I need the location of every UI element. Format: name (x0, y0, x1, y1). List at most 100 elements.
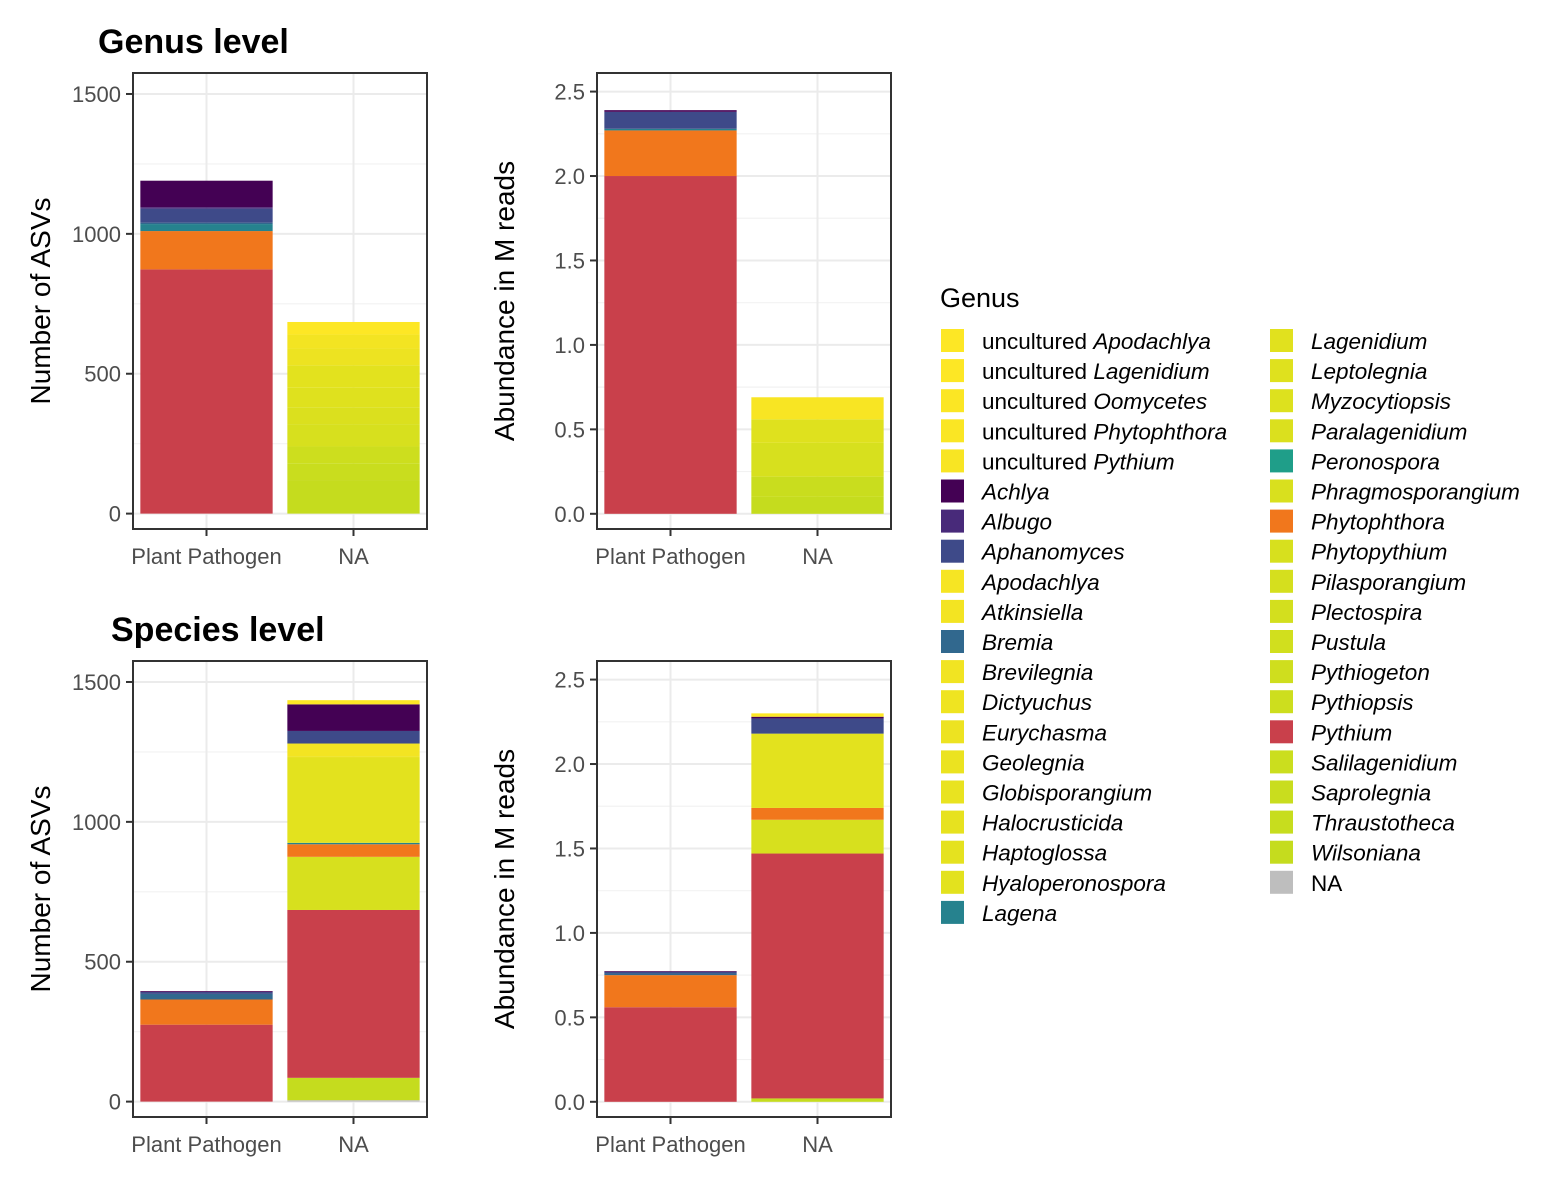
legend-item-uncultured-phytophthora: uncultured Phytophthora (941, 419, 1227, 444)
bar-segment-phytophthora-plant-pathogen (604, 130, 737, 177)
y-tick-label: 1500 (72, 670, 121, 695)
x-tick-label: NA (338, 544, 369, 569)
bar-segment-bremia-plant-pathogen (604, 973, 737, 976)
legend-swatch (941, 630, 964, 653)
legend-label: Bremia (982, 630, 1053, 655)
bar-segment-eurychasma-na (287, 348, 420, 366)
genus-level-title: Genus level (98, 23, 289, 61)
legend-title: Genus (940, 283, 1020, 313)
legend-item-salilagenidium: Salilagenidium (1270, 750, 1457, 775)
legend-label: Lagena (982, 901, 1057, 926)
bar-segment-leptolegnia-na (751, 419, 884, 443)
bar-segment-aphanomyces-plant-pathogen (604, 971, 737, 974)
bar-segment-pythium-plant-pathogen (140, 1024, 273, 1102)
legend-item-uncultured-apodachlya: uncultured Apodachlya (941, 329, 1211, 354)
y-tick-label: 500 (84, 950, 121, 975)
legend-swatch (941, 660, 964, 684)
bar-segment-wilsoniana-na (287, 480, 420, 514)
bar-segment-aphanomyces-plant-pathogen (140, 991, 273, 994)
legend-swatch (941, 900, 964, 924)
legend-label: Eurychasma (982, 720, 1107, 745)
legend-item-albugo: Albugo (941, 510, 1052, 535)
bar-segment-na-na (287, 1100, 420, 1102)
legend-label: Halocrusticida (982, 811, 1123, 836)
legend-label: Salilagenidium (1311, 750, 1457, 775)
x-tick-label: Plant Pathogen (595, 544, 745, 569)
bar-segment-hyaloperonospora-na (287, 757, 420, 843)
legend-swatch (941, 419, 964, 443)
x-tick-label: NA (802, 544, 833, 569)
bar-segment-phytophthora-plant-pathogen (604, 975, 737, 1008)
legend-item-halocrusticida: Halocrusticida (941, 810, 1123, 836)
bar-segment-achlya-plant-pathogen (604, 110, 737, 112)
legend-item-pustula: Pustula (1270, 630, 1386, 655)
legend-label: Haptoglossa (982, 841, 1107, 866)
bar-segment-hyaloperonospora-na (287, 365, 420, 388)
legend-item-apodachlya: Apodachlya (941, 569, 1100, 595)
legend-item-myzocytiopsis: Myzocytiopsis (1270, 389, 1451, 414)
panel-border (132, 72, 428, 530)
bar-segment-phytopythium-na (751, 819, 884, 854)
legend-item-hyaloperonospora: Hyaloperonospora (941, 870, 1166, 896)
legend-swatch (941, 780, 964, 804)
bar-segment-eurychasma-na (287, 756, 420, 758)
legend-swatch (1270, 810, 1293, 834)
y-tick-label: 1000 (72, 222, 121, 247)
bar-segment-pythium-plant-pathogen (604, 1007, 737, 1102)
legend-item-aphanomyces: Aphanomyces (941, 539, 1125, 565)
legend-item-geolegnia: Geolegnia (941, 750, 1085, 775)
bar-segment-wilsoniana-na (751, 1098, 884, 1102)
legend-label: Myzocytiopsis (1311, 389, 1451, 414)
bar-segment-achlya-plant-pathogen (604, 971, 737, 972)
bar-segment-uncultured-apodachlya-na (751, 713, 884, 717)
legend-item-brevilegnia: Brevilegnia (941, 660, 1093, 685)
legend-item-lagena: Lagena (941, 900, 1057, 926)
legend-item-phragmosporangium: Phragmosporangium (1270, 479, 1520, 505)
y-tick-label: 500 (84, 362, 121, 387)
bar-segment-phytophthora-plant-pathogen (140, 999, 273, 1025)
y-tick-label: 0.5 (554, 1005, 585, 1030)
legend-item-atkinsiella: Atkinsiella (941, 599, 1083, 625)
legend-label: Phytopythium (1311, 540, 1447, 565)
legend-item-haptoglossa: Haptoglossa (941, 840, 1107, 866)
y-tick-label: 1500 (72, 82, 121, 107)
legend-label: NA (1311, 871, 1342, 896)
bar-segment-uncultured-apodachlya-na (287, 321, 420, 335)
legend-item-pilasporangium: Pilasporangium (1270, 569, 1466, 595)
legend-item-lagenidium: Lagenidium (1270, 329, 1427, 354)
legend-swatch (941, 750, 964, 774)
legend-label: Dictyuchus (982, 690, 1092, 715)
y-axis-label: Abundance in M reads (489, 749, 520, 1029)
y-tick-label: 0.0 (554, 502, 585, 527)
bar-segment-phytophthora-na (751, 807, 884, 820)
bar-segment-saprolegnia-na (751, 476, 884, 497)
bar-segment-wilsoniana-na (287, 1077, 420, 1101)
legend-swatch (1270, 479, 1293, 503)
panel-border (132, 660, 428, 1118)
y-tick-label: 2.5 (554, 80, 585, 105)
bar-segment-atkinsiella-na (287, 743, 420, 757)
panel-border (596, 660, 892, 1118)
legend-swatch (1270, 419, 1293, 443)
y-tick-label: 0 (109, 502, 121, 527)
bar-segment-albugo-plant-pathogen (140, 207, 273, 209)
legend-item-pythiogeton: Pythiogeton (1270, 660, 1430, 685)
legend-label: Pythiogeton (1311, 660, 1430, 685)
legend-swatch (941, 479, 964, 503)
legend-swatch (1270, 840, 1293, 864)
bar-segment-pythium-plant-pathogen (604, 176, 737, 514)
bar-segment-phytophthora-na (287, 844, 420, 857)
y-tick-label: 2.0 (554, 164, 585, 189)
legend-label: Wilsoniana (1311, 841, 1421, 866)
legend-label: Hyaloperonospora (982, 871, 1166, 896)
legend-swatch (1270, 780, 1293, 804)
legend-label: Albugo (980, 510, 1052, 535)
legend-swatch (941, 539, 964, 563)
legend-item-thraustotheca: Thraustotheca (1270, 810, 1455, 836)
legend-swatch (1270, 870, 1293, 894)
legend-swatch (1270, 569, 1293, 593)
legend-label: uncultured Lagenidium (982, 359, 1210, 384)
legend-item-na: NA (1270, 870, 1342, 896)
y-axis-label: Abundance in M reads (489, 161, 520, 441)
